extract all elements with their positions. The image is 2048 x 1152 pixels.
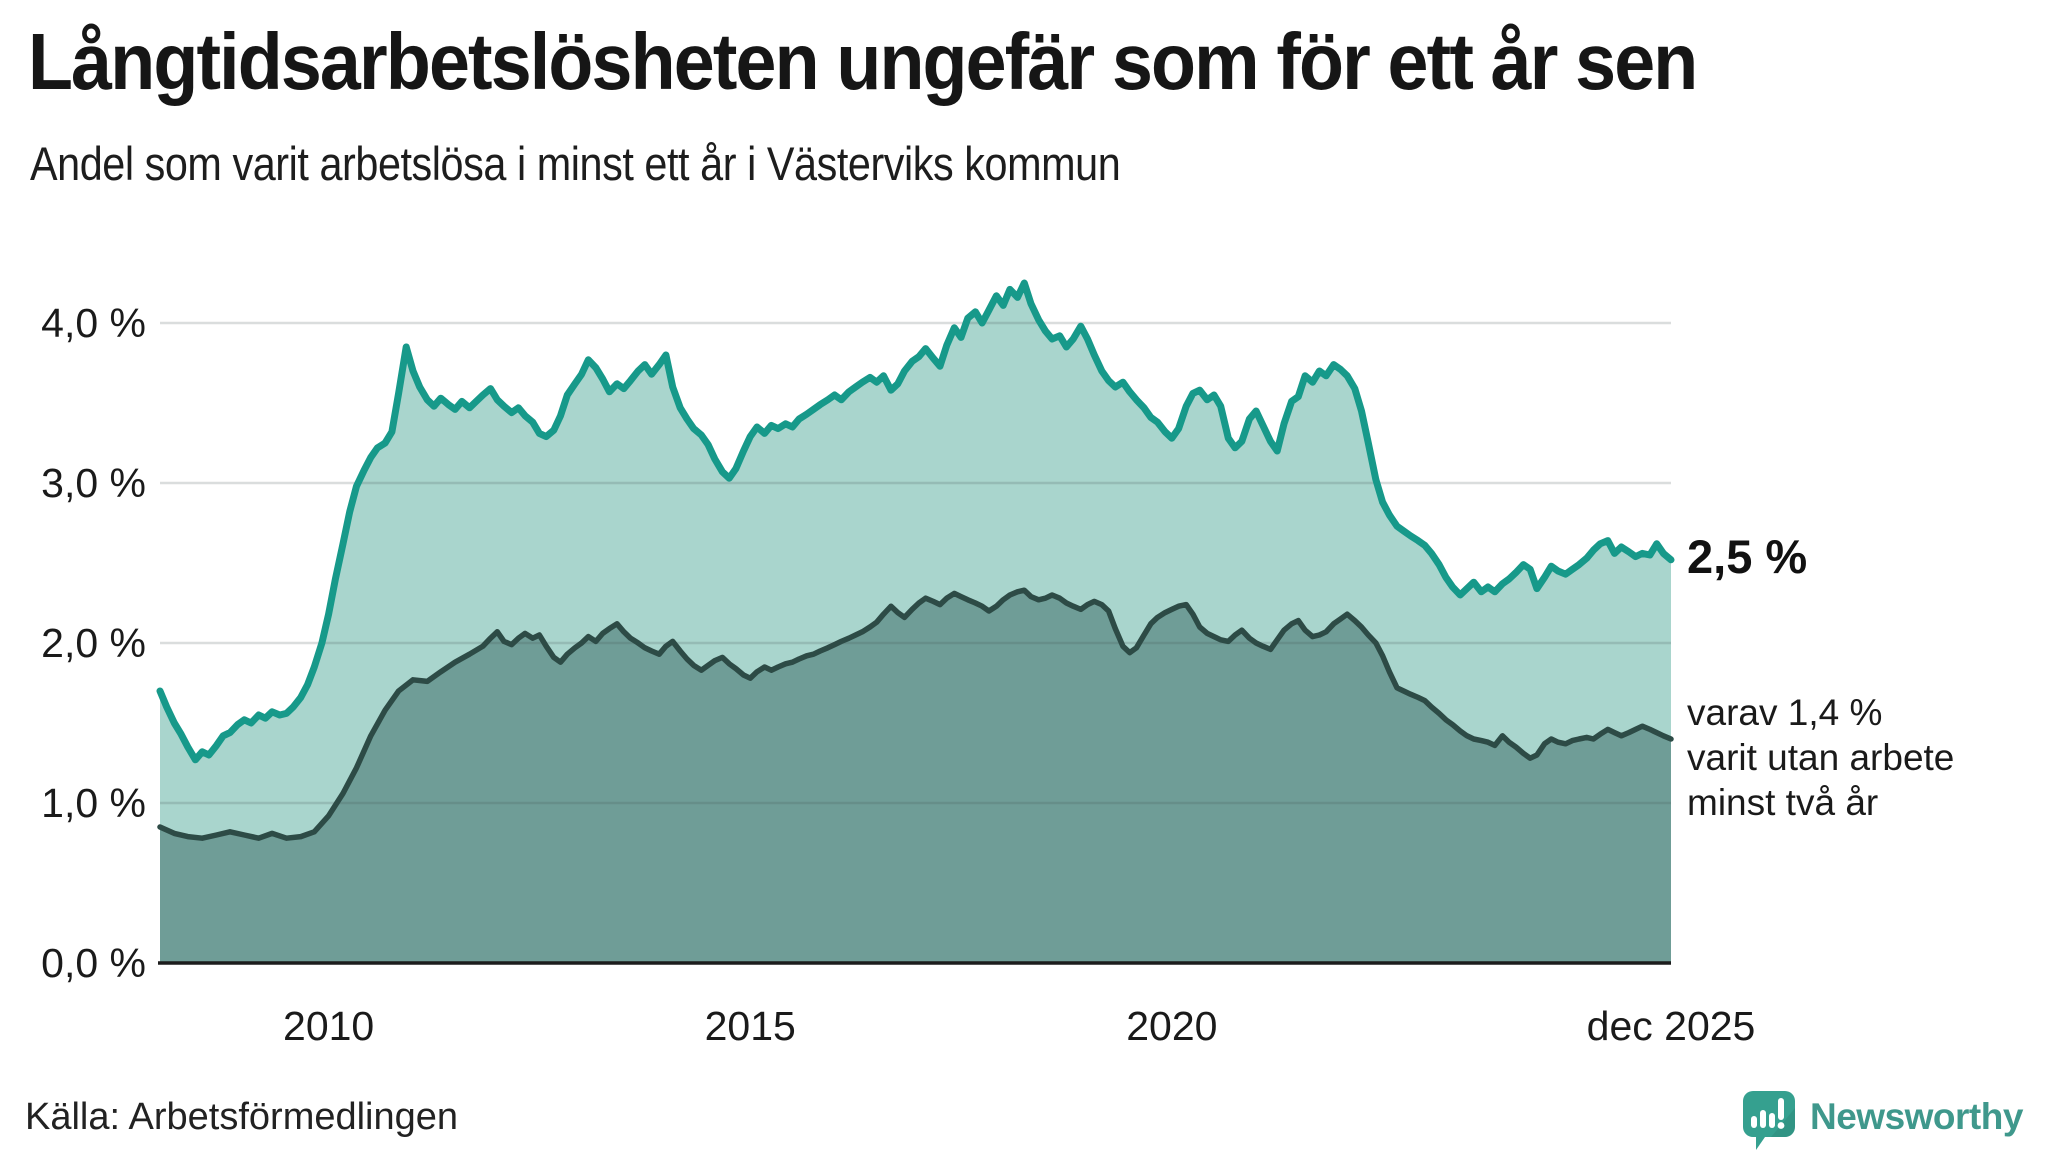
annotation-line: minst två år: [1687, 782, 1879, 823]
series1-end-value-label: 2,5 %: [1687, 530, 1808, 583]
x-tick-label: 2015: [704, 1003, 796, 1049]
x-tick-label: dec 2025: [1586, 1003, 1756, 1049]
series-line-2: [157, 587, 1674, 841]
y-tick-label: 1,0 %: [41, 780, 146, 826]
bubble-shadow: [1771, 1108, 1795, 1137]
bar-chart-glyph: [1751, 1098, 1785, 1129]
series-area-2: [160, 590, 1671, 963]
y-tick-label: 3,0 %: [41, 460, 146, 506]
annotation-line: varit utan arbete: [1687, 737, 1955, 778]
x-tick-label: 2020: [1126, 1003, 1218, 1049]
y-tick-label: 2,0 %: [41, 620, 146, 666]
annotation-line: varav 1,4 %: [1687, 692, 1883, 733]
page-title: Långtidsarbetslösheten ungefär som för e…: [28, 17, 1698, 106]
y-tick-label: 0,0 %: [41, 940, 146, 986]
x-tick-label: 2010: [283, 1003, 375, 1049]
y-tick-label: 4,0 %: [41, 300, 146, 346]
newsworthy-logo-icon: [1743, 1091, 1795, 1150]
source-attribution: Källa: Arbetsförmedlingen: [25, 1096, 459, 1138]
series-line-1: [156, 279, 1675, 764]
series2-end-annotation: varav 1,4 % varit utan arbete minst två …: [1687, 690, 1954, 825]
newsworthy-wordmark: Newsworthy: [1810, 1096, 2023, 1137]
page-subtitle: Andel som varit arbetslösa i minst ett å…: [30, 137, 1121, 190]
